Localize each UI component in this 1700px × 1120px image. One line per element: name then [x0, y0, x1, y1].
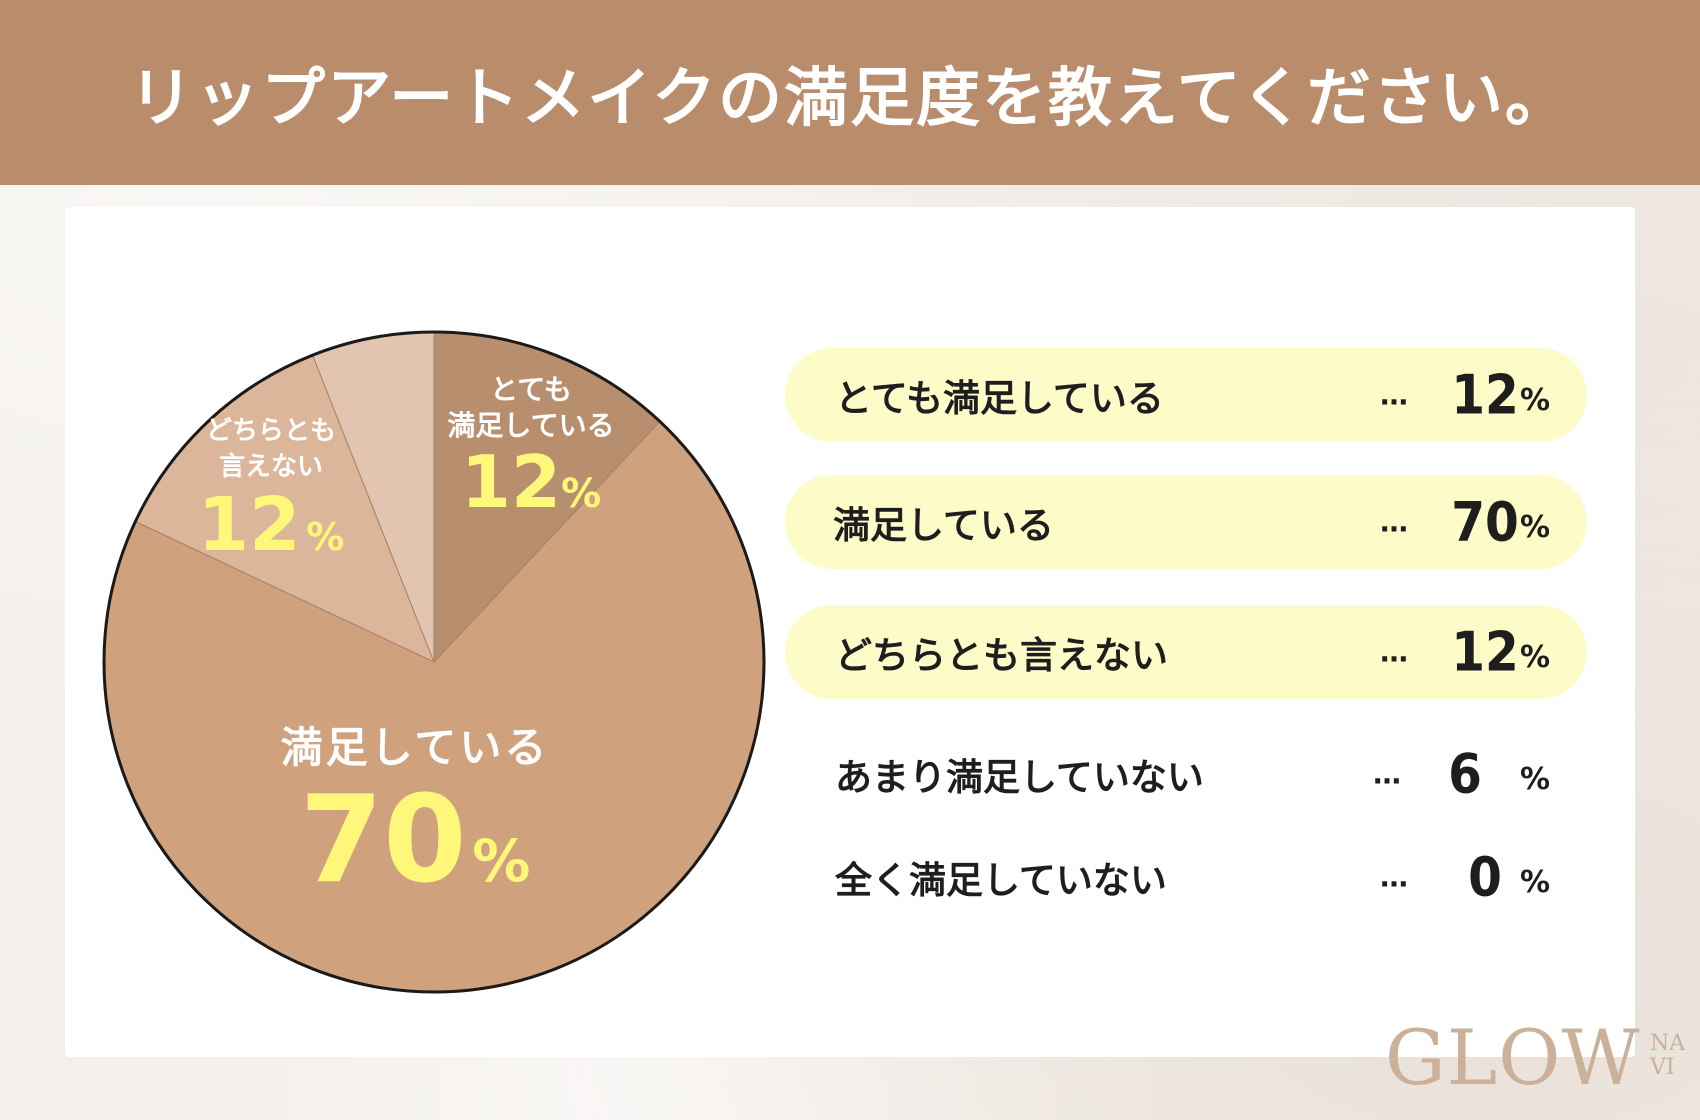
page-title: リップアートメイクの満足度を教えてください。	[129, 61, 1571, 136]
legend-label: 満足している	[833, 504, 1054, 547]
logo-main-text: GLOW	[1385, 1013, 1641, 1102]
legend-value: 0	[1468, 845, 1502, 909]
legend-value: 70	[1451, 490, 1519, 554]
legend-row-not-very-satisfied: あまり満足していない … 6 %	[785, 727, 1587, 821]
legend-unit: %	[1520, 639, 1551, 675]
slice-unit-very-satisfied: %	[561, 471, 602, 517]
legend-row-neutral: どちらとも言えない … 12 %	[785, 605, 1587, 699]
slice-label-satisfied: 満足している 70 %	[255, 720, 575, 941]
legend-row-satisfied: 満足している … 70 %	[785, 475, 1587, 569]
slice-label-very-satisfied-line2: 満足している	[447, 409, 615, 442]
legend-dots: …	[1380, 635, 1408, 669]
legend-dots: …	[1380, 378, 1408, 412]
legend-label: 全く満足していない	[835, 859, 1167, 902]
logo-sub-top: NA	[1650, 1031, 1686, 1056]
logo-sub-text: NA VI	[1650, 1031, 1685, 1081]
slice-value-very-satisfied: 12	[460, 440, 562, 524]
legend-unit: %	[1520, 509, 1551, 545]
slice-label-satisfied-line1: 満足している	[280, 723, 550, 772]
legend-unit: %	[1520, 382, 1551, 418]
legend-label: あまり満足していない	[835, 756, 1204, 799]
slice-unit-neutral: %	[306, 515, 345, 559]
legend-dots: …	[1380, 860, 1408, 894]
legend-row-very-satisfied: とても満足している … 12 %	[785, 348, 1587, 442]
glow-navi-logo: GLOW NA VI	[1385, 1020, 1685, 1115]
legend-value: 12	[1451, 620, 1519, 684]
slice-unit-satisfied: %	[472, 827, 531, 895]
title-banner: リップアートメイクの満足度を教えてください。	[0, 0, 1700, 185]
slice-label-very-satisfied: とても 満足している 12%	[438, 372, 624, 540]
legend-label: どちらとも言えない	[835, 634, 1168, 677]
slice-label-neutral-line1: どちらとも	[205, 416, 336, 446]
slice-value-neutral: 12	[197, 482, 301, 568]
slice-value-satisfied: 70	[299, 771, 467, 910]
legend-dots: …	[1380, 505, 1408, 539]
legend-label: とても満足している	[835, 377, 1164, 420]
legend-row-not-at-all-satisfied: 全く満足していない … 0 %	[785, 830, 1587, 924]
slice-label-very-satisfied-line1: とても	[490, 373, 572, 406]
legend-dots: …	[1373, 757, 1401, 791]
legend-unit: %	[1520, 864, 1551, 900]
legend-value: 12	[1451, 363, 1519, 427]
slice-label-neutral: どちらとも 言えない 12 %	[196, 413, 346, 585]
logo-sub-bottom: VI	[1650, 1055, 1675, 1081]
slice-label-neutral-line2: 言えない	[218, 452, 323, 482]
legend-unit: %	[1520, 761, 1551, 797]
legend-value: 6	[1448, 742, 1482, 806]
